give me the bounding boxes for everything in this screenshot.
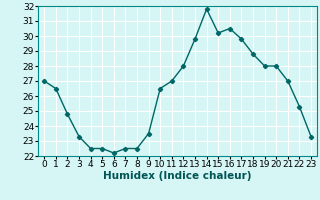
X-axis label: Humidex (Indice chaleur): Humidex (Indice chaleur) <box>103 171 252 181</box>
